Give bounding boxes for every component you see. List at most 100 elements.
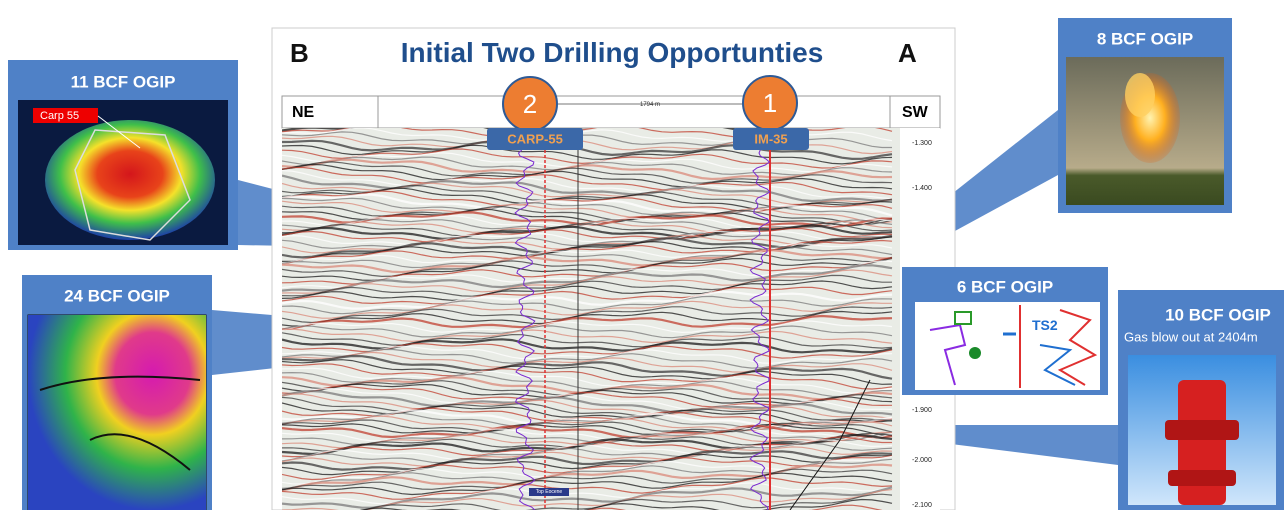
marker-box bbox=[529, 488, 569, 496]
reflector bbox=[282, 243, 893, 265]
reflector bbox=[282, 348, 893, 369]
reflector bbox=[282, 224, 893, 241]
wellhead bbox=[1178, 380, 1226, 505]
depth-labels: -1.300 -1.400 -1.900 -2.000 -2.100 bbox=[912, 140, 932, 509]
log-marker: Top Eocene bbox=[536, 489, 563, 495]
reflector bbox=[282, 200, 893, 224]
distance: 1794 m bbox=[640, 102, 660, 108]
reflector bbox=[282, 306, 893, 324]
reflector bbox=[282, 253, 893, 278]
reflector bbox=[282, 455, 893, 481]
left-letter: B bbox=[290, 38, 309, 68]
reflector bbox=[282, 144, 893, 165]
reflector bbox=[282, 300, 892, 319]
reflector bbox=[282, 419, 893, 433]
reflector bbox=[282, 295, 893, 315]
right-direction: SW bbox=[902, 104, 929, 121]
map-fault bbox=[39, 375, 201, 471]
reflector bbox=[282, 280, 893, 301]
reflector bbox=[282, 424, 893, 439]
reflector bbox=[282, 433, 893, 456]
reflector bbox=[282, 166, 893, 196]
well-name: IM-35 bbox=[754, 131, 787, 146]
well-number: 2 bbox=[523, 89, 537, 119]
callout-title: 6 BCF OGIP bbox=[957, 277, 1053, 296]
reflector bbox=[282, 230, 893, 246]
reflector bbox=[282, 227, 893, 243]
reflector bbox=[282, 477, 893, 500]
map-tag: Carp 55 bbox=[40, 110, 79, 122]
reflector bbox=[282, 463, 893, 492]
map-leader bbox=[97, 115, 141, 149]
reflector bbox=[282, 325, 893, 339]
log-curve bbox=[1039, 344, 1076, 386]
depth-label: -1.900 bbox=[912, 407, 932, 414]
callout-title: 8 BCF OGIP bbox=[1097, 29, 1193, 48]
reflector bbox=[282, 446, 893, 467]
reflector bbox=[362, 493, 893, 510]
reflector bbox=[282, 290, 893, 310]
reflector bbox=[282, 359, 893, 385]
reflector bbox=[282, 332, 893, 349]
well-label-box bbox=[487, 128, 583, 150]
reflector bbox=[282, 239, 893, 265]
reflector bbox=[282, 269, 893, 294]
reflector bbox=[282, 468, 893, 491]
reflector bbox=[282, 286, 893, 305]
log-curve bbox=[929, 323, 967, 386]
log-dot bbox=[969, 347, 981, 359]
depth-label: -2.100 bbox=[912, 502, 932, 509]
slide-title: Initial Two Drilling Opportunties bbox=[401, 37, 824, 68]
reflector bbox=[282, 158, 893, 181]
reflector bbox=[282, 163, 893, 190]
reflector bbox=[282, 161, 893, 184]
callout-title: 10 BCF OGIP bbox=[1165, 305, 1271, 324]
reflector bbox=[282, 453, 893, 476]
reflector bbox=[282, 310, 893, 327]
reflector bbox=[282, 320, 893, 334]
reflector bbox=[282, 148, 893, 169]
reflector bbox=[282, 367, 893, 394]
reflector bbox=[282, 363, 893, 390]
map-heat bbox=[28, 315, 206, 510]
reflector bbox=[282, 156, 893, 176]
well-name: CARP-55 bbox=[507, 131, 563, 146]
section-header bbox=[281, 95, 941, 129]
reflector bbox=[282, 371, 892, 398]
well-logs bbox=[514, 149, 771, 510]
reflector bbox=[282, 314, 893, 331]
reflector bbox=[282, 248, 893, 274]
callout-subtitle: Gas blow out at 2404m bbox=[1124, 329, 1258, 344]
well-number: 1 bbox=[763, 88, 777, 118]
reflector bbox=[282, 215, 893, 229]
log-curve bbox=[749, 149, 771, 510]
callout-title: 24 BCF OGIP bbox=[64, 286, 170, 305]
reflector bbox=[282, 389, 893, 416]
log-tag: TS2 bbox=[1032, 317, 1058, 333]
fault-line bbox=[789, 379, 871, 510]
reflector bbox=[282, 482, 893, 505]
depth-label: -1.300 bbox=[912, 140, 932, 147]
reflector bbox=[282, 139, 893, 161]
reflector bbox=[282, 402, 893, 424]
reflector bbox=[282, 396, 893, 422]
reflector bbox=[282, 193, 893, 217]
depth-label: -1.400 bbox=[912, 185, 932, 192]
well-label-box bbox=[733, 128, 809, 150]
right-letter: A bbox=[898, 38, 917, 68]
log-curve bbox=[514, 149, 536, 510]
left-direction: NE bbox=[292, 104, 315, 121]
reflector bbox=[282, 245, 893, 269]
reflector bbox=[282, 412, 893, 430]
reflector bbox=[282, 393, 893, 420]
reflector bbox=[282, 328, 893, 344]
log-curve bbox=[1057, 309, 1098, 386]
reflector bbox=[282, 274, 892, 297]
reflector bbox=[282, 472, 893, 496]
reflector bbox=[282, 423, 893, 437]
reflector bbox=[282, 354, 893, 380]
reflector bbox=[282, 351, 893, 373]
reflector bbox=[282, 442, 893, 464]
flame bbox=[1125, 73, 1155, 117]
